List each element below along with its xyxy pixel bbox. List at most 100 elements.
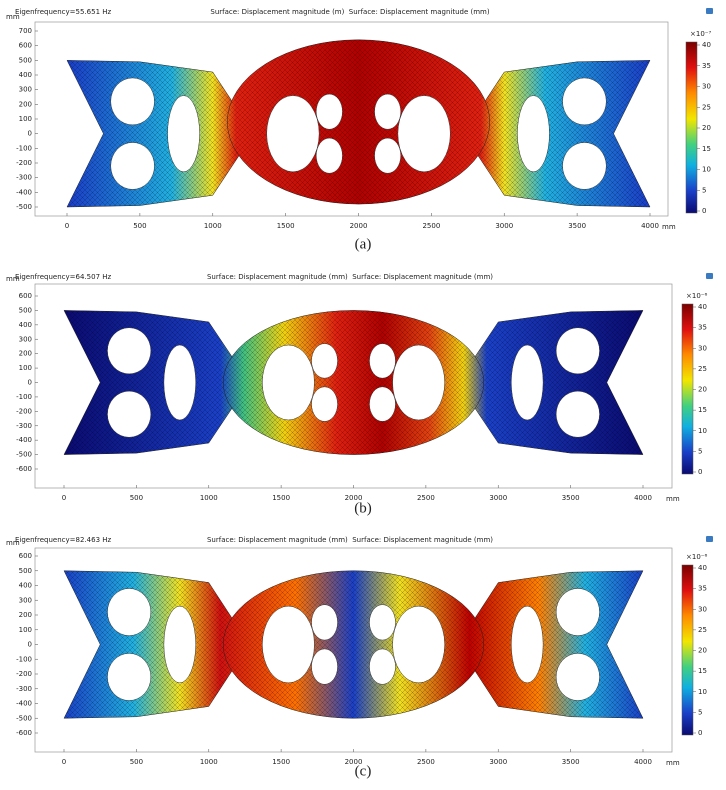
- x-unit: mm: [662, 223, 676, 231]
- colorbar: [681, 564, 694, 736]
- x-tick-label: 500: [130, 494, 143, 502]
- colorbar-tick-label: 5: [698, 708, 702, 716]
- void: [311, 386, 338, 422]
- y-tick-label: 500: [19, 567, 32, 575]
- y-tick-label: -100: [16, 393, 32, 401]
- colorbar-tick-label: 10: [698, 688, 707, 696]
- y-tick-label: 400: [19, 582, 32, 590]
- caption: (a): [355, 236, 372, 252]
- colorbar-tick-label: 10: [702, 166, 711, 174]
- colorbar-tick-label: 0: [698, 468, 702, 476]
- void: [163, 605, 196, 684]
- colorbar-tick-label: 35: [698, 585, 707, 593]
- y-tick-label: -400: [16, 188, 32, 196]
- y-tick-label: 400: [19, 71, 32, 79]
- x-tick-label: 1000: [204, 222, 222, 230]
- y-unit: mm: [6, 539, 20, 547]
- x-tick-label: 3000: [495, 222, 513, 230]
- x-tick-label: 0: [62, 758, 66, 766]
- void: [555, 327, 600, 375]
- y-tick-label: -300: [16, 422, 32, 430]
- surface-title: Surface: Displacement magnitude (mm) Sur…: [207, 273, 493, 281]
- colorbar-tick-label: 5: [698, 447, 702, 455]
- x-tick-label: 1000: [200, 758, 218, 766]
- void: [392, 605, 445, 684]
- y-tick-label: -300: [16, 174, 32, 182]
- colorbar-tick-label: 25: [698, 365, 707, 373]
- wing-mesh: [475, 60, 650, 208]
- x-tick-label: 2500: [417, 494, 435, 502]
- void: [369, 648, 396, 685]
- x-tick-label: 3500: [568, 222, 586, 230]
- void: [511, 344, 544, 421]
- colorbar-tick-label: 20: [698, 386, 707, 394]
- x-tick-label: 3000: [489, 494, 507, 502]
- y-tick-label: 600: [19, 42, 32, 50]
- x-unit: mm: [666, 495, 680, 503]
- y-tick-label: 200: [19, 611, 32, 619]
- colorbar-scale: ×10⁻⁶: [686, 292, 707, 300]
- colorbar-tick-label: 30: [702, 83, 711, 91]
- x-unit: mm: [666, 759, 680, 767]
- colorbar-tick-label: 25: [698, 626, 707, 634]
- void: [511, 605, 544, 684]
- void: [369, 386, 396, 422]
- y-tick-label: -400: [16, 700, 32, 708]
- x-tick-label: 500: [133, 222, 146, 230]
- export-icon: [706, 8, 713, 14]
- wing-mesh: [67, 60, 242, 208]
- x-tick-label: 2000: [350, 222, 368, 230]
- x-tick-label: 1500: [272, 758, 290, 766]
- colorbar-tick-label: 20: [702, 124, 711, 132]
- x-tick-label: 1000: [200, 494, 218, 502]
- structure: [66, 39, 651, 208]
- y-tick-label: 400: [19, 321, 32, 329]
- x-tick-label: 3500: [562, 494, 580, 502]
- void: [517, 95, 550, 173]
- y-tick-label: 500: [19, 56, 32, 64]
- y-tick-label: -200: [16, 159, 32, 167]
- y-tick-label: 200: [19, 350, 32, 358]
- y-tick-label: 0: [28, 130, 32, 138]
- y-tick-label: 600: [19, 292, 32, 300]
- x-tick-label: 0: [65, 222, 69, 230]
- colorbar-tick-label: 15: [698, 667, 707, 675]
- panel: Eigenfrequency=55.651 Hz Surface: Displac…: [6, 8, 713, 252]
- wing-mesh: [64, 570, 238, 719]
- panel: Eigenfrequency=82.463 Hz Surface: Displac…: [6, 536, 713, 779]
- export-icon: [706, 273, 713, 279]
- x-tick-label: 3500: [562, 758, 580, 766]
- colorbar-tick-label: 10: [698, 427, 707, 435]
- wing-mesh: [469, 310, 643, 455]
- y-tick-label: -500: [16, 203, 32, 211]
- void: [262, 605, 315, 684]
- structure: [63, 570, 644, 719]
- y-tick-label: 100: [19, 364, 32, 372]
- colorbar-tick-label: 0: [702, 207, 706, 215]
- x-tick-label: 4000: [634, 758, 652, 766]
- y-tick-label: 100: [19, 626, 32, 634]
- x-tick-label: 1500: [272, 494, 290, 502]
- y-tick-label: -200: [16, 407, 32, 415]
- void: [110, 142, 155, 190]
- y-tick-label: -300: [16, 685, 32, 693]
- void: [107, 653, 152, 701]
- colorbar-scale: ×10⁻⁶: [686, 553, 707, 561]
- colorbar-tick-label: 40: [702, 41, 711, 49]
- colorbar-tick-label: 35: [698, 324, 707, 332]
- y-tick-label: 500: [19, 306, 32, 314]
- y-tick-label: 700: [19, 27, 32, 35]
- y-tick-label: 200: [19, 100, 32, 108]
- export-icon: [706, 536, 713, 542]
- y-tick-label: -600: [16, 729, 32, 737]
- y-tick-label: 300: [19, 86, 32, 94]
- panel: Eigenfrequency=64.507 Hz Surface: Displac…: [6, 273, 713, 516]
- void: [555, 653, 600, 701]
- void: [107, 390, 152, 438]
- caption: (b): [354, 500, 372, 516]
- eigenfrequency: Eigenfrequency=55.651 Hz: [15, 8, 112, 16]
- void: [163, 344, 196, 421]
- x-tick-label: 0: [62, 494, 66, 502]
- void: [369, 604, 396, 641]
